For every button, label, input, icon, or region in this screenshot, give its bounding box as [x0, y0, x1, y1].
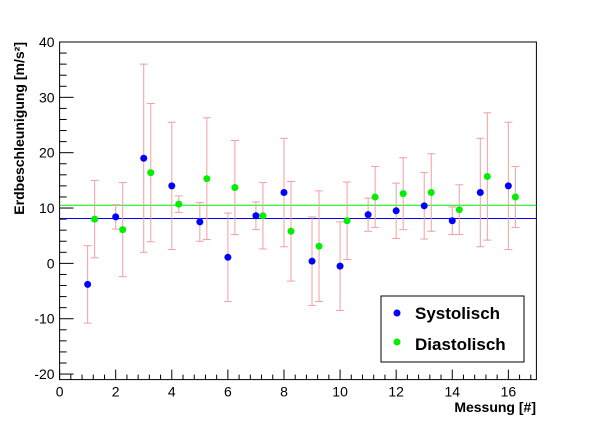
- data-point-diastolisch: [316, 243, 323, 250]
- x-tick-label: 8: [280, 384, 288, 400]
- y-tick-label: 20: [39, 145, 55, 161]
- data-point-systolisch: [365, 211, 372, 218]
- legend-label-systolisch: Systolisch: [415, 304, 500, 323]
- data-point-systolisch: [477, 189, 484, 196]
- data-point-systolisch: [280, 189, 287, 196]
- data-point-diastolisch: [231, 184, 238, 191]
- x-tick-label: 10: [332, 384, 348, 400]
- data-point-diastolisch: [175, 201, 182, 208]
- data-point-systolisch: [252, 212, 259, 219]
- x-axis-title: Messung [#]: [454, 399, 536, 415]
- data-point-diastolisch: [147, 169, 154, 176]
- data-point-diastolisch: [259, 212, 266, 219]
- data-point-systolisch: [337, 263, 344, 270]
- data-point-systolisch: [168, 182, 175, 189]
- data-point-systolisch: [505, 182, 512, 189]
- data-point-systolisch: [140, 155, 147, 162]
- data-point-systolisch: [84, 281, 91, 288]
- data-point-diastolisch: [456, 206, 463, 213]
- data-point-diastolisch: [512, 193, 519, 200]
- data-point-diastolisch: [484, 173, 491, 180]
- x-tick-label: 16: [501, 384, 517, 400]
- data-point-diastolisch: [119, 226, 126, 233]
- data-point-systolisch: [309, 258, 316, 265]
- x-tick-label: 6: [224, 384, 232, 400]
- x-tick-label: 4: [168, 384, 176, 400]
- data-point-systolisch: [112, 213, 119, 220]
- x-tick-label: 14: [444, 384, 460, 400]
- data-point-systolisch: [421, 202, 428, 209]
- data-point-diastolisch: [372, 193, 379, 200]
- y-tick-label: -10: [34, 311, 54, 327]
- data-point-diastolisch: [428, 189, 435, 196]
- y-tick-label: 10: [39, 200, 55, 216]
- legend: Systolisch Diastolisch: [381, 296, 524, 362]
- x-tick-label: 12: [388, 384, 404, 400]
- y-tick-label: 0: [47, 255, 55, 271]
- data-point-diastolisch: [400, 190, 407, 197]
- y-axis-title: Erdbeschleunigung [m/s²]: [11, 42, 27, 215]
- x-tick-label: 0: [56, 384, 64, 400]
- data-point-diastolisch: [344, 217, 351, 224]
- x-tick-label: 2: [112, 384, 120, 400]
- data-point-systolisch: [449, 217, 456, 224]
- y-tick-label: -20: [34, 366, 54, 382]
- data-point-diastolisch: [91, 216, 98, 223]
- y-tick-label: 40: [39, 34, 55, 50]
- legend-marker-systolisch: [394, 310, 401, 317]
- data-point-systolisch: [224, 254, 231, 261]
- data-point-diastolisch: [203, 175, 210, 182]
- legend-marker-diastolisch: [394, 339, 401, 346]
- data-point-systolisch: [196, 218, 203, 225]
- y-tick-label: 30: [39, 89, 55, 105]
- data-point-diastolisch: [287, 228, 294, 235]
- legend-label-diastolisch: Diastolisch: [415, 335, 506, 354]
- data-point-systolisch: [393, 207, 400, 214]
